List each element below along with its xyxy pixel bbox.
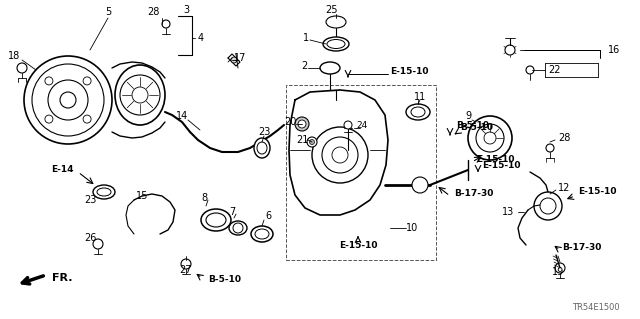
Circle shape — [45, 115, 53, 123]
Circle shape — [83, 77, 91, 85]
Circle shape — [60, 92, 76, 108]
Circle shape — [312, 127, 368, 183]
Text: 17: 17 — [234, 53, 246, 63]
Text: 7: 7 — [229, 207, 235, 217]
Circle shape — [132, 87, 148, 103]
Circle shape — [476, 124, 504, 152]
Circle shape — [181, 259, 191, 269]
Text: E-15-10: E-15-10 — [476, 155, 515, 165]
Text: 14: 14 — [176, 111, 188, 121]
Text: 21: 21 — [296, 135, 308, 145]
Circle shape — [526, 66, 534, 74]
Circle shape — [540, 198, 556, 214]
Text: 4: 4 — [198, 33, 204, 43]
Circle shape — [534, 192, 562, 220]
Text: E-15-10: E-15-10 — [339, 241, 377, 249]
Text: 18: 18 — [8, 51, 20, 61]
Circle shape — [344, 121, 352, 129]
Ellipse shape — [323, 37, 349, 51]
Ellipse shape — [251, 226, 273, 242]
Circle shape — [298, 120, 306, 128]
Circle shape — [322, 137, 358, 173]
Circle shape — [505, 45, 515, 55]
Circle shape — [162, 20, 170, 28]
Text: 12: 12 — [558, 183, 570, 193]
Text: B-17-30: B-17-30 — [562, 243, 602, 253]
Text: E-15-10: E-15-10 — [482, 161, 520, 170]
Circle shape — [32, 64, 104, 136]
Text: 19: 19 — [552, 267, 564, 277]
Ellipse shape — [326, 16, 346, 28]
Circle shape — [546, 144, 554, 152]
Text: E-15-10: E-15-10 — [578, 188, 616, 197]
Circle shape — [233, 223, 243, 233]
Text: 3: 3 — [183, 5, 189, 15]
Ellipse shape — [201, 209, 231, 231]
Text: 6: 6 — [265, 211, 271, 221]
Text: 1: 1 — [303, 33, 309, 43]
Text: 11: 11 — [414, 92, 426, 102]
Ellipse shape — [229, 221, 247, 235]
Text: B-5-10: B-5-10 — [208, 276, 241, 285]
Ellipse shape — [320, 62, 340, 74]
Text: B-5-10: B-5-10 — [460, 123, 493, 132]
Text: 27: 27 — [180, 265, 192, 275]
Text: 24: 24 — [356, 122, 367, 130]
Text: 16: 16 — [608, 45, 620, 55]
Ellipse shape — [411, 107, 425, 117]
Text: 9: 9 — [465, 111, 471, 121]
Text: FR.: FR. — [52, 273, 72, 283]
Text: 26: 26 — [84, 233, 96, 243]
Circle shape — [45, 77, 53, 85]
Text: 28: 28 — [148, 7, 160, 17]
Circle shape — [332, 147, 348, 163]
Ellipse shape — [206, 213, 226, 227]
Text: E-15-10: E-15-10 — [390, 68, 429, 77]
Ellipse shape — [257, 142, 267, 154]
Text: 5: 5 — [105, 7, 111, 17]
Circle shape — [412, 177, 428, 193]
Text: 13: 13 — [502, 207, 514, 217]
Circle shape — [17, 63, 27, 73]
Circle shape — [468, 116, 512, 160]
Circle shape — [83, 115, 91, 123]
Circle shape — [120, 75, 160, 115]
Circle shape — [295, 117, 309, 131]
Text: 22: 22 — [548, 65, 561, 75]
Text: E-14: E-14 — [51, 166, 74, 174]
Circle shape — [484, 132, 496, 144]
Text: B-5-10: B-5-10 — [456, 122, 489, 130]
Ellipse shape — [255, 229, 269, 239]
Ellipse shape — [406, 104, 430, 120]
Text: B-17-30: B-17-30 — [454, 189, 493, 198]
Text: 8: 8 — [201, 193, 207, 203]
Text: 28: 28 — [558, 133, 570, 143]
Text: TR54E1500: TR54E1500 — [572, 303, 620, 313]
Circle shape — [93, 239, 103, 249]
Circle shape — [24, 56, 112, 144]
Text: 20: 20 — [284, 117, 296, 127]
Text: 10: 10 — [406, 223, 418, 233]
Circle shape — [310, 139, 314, 145]
Ellipse shape — [97, 188, 111, 196]
Ellipse shape — [93, 185, 115, 199]
Text: 23: 23 — [258, 127, 270, 137]
Text: 2: 2 — [301, 61, 307, 71]
Text: 25: 25 — [326, 5, 339, 15]
Circle shape — [555, 263, 565, 273]
Ellipse shape — [115, 65, 165, 125]
Text: 15: 15 — [136, 191, 148, 201]
Ellipse shape — [254, 138, 270, 158]
Circle shape — [307, 137, 317, 147]
Ellipse shape — [327, 40, 345, 48]
Text: 23: 23 — [84, 195, 96, 205]
Circle shape — [231, 57, 237, 63]
Circle shape — [48, 80, 88, 120]
Bar — [286, 85, 436, 260]
